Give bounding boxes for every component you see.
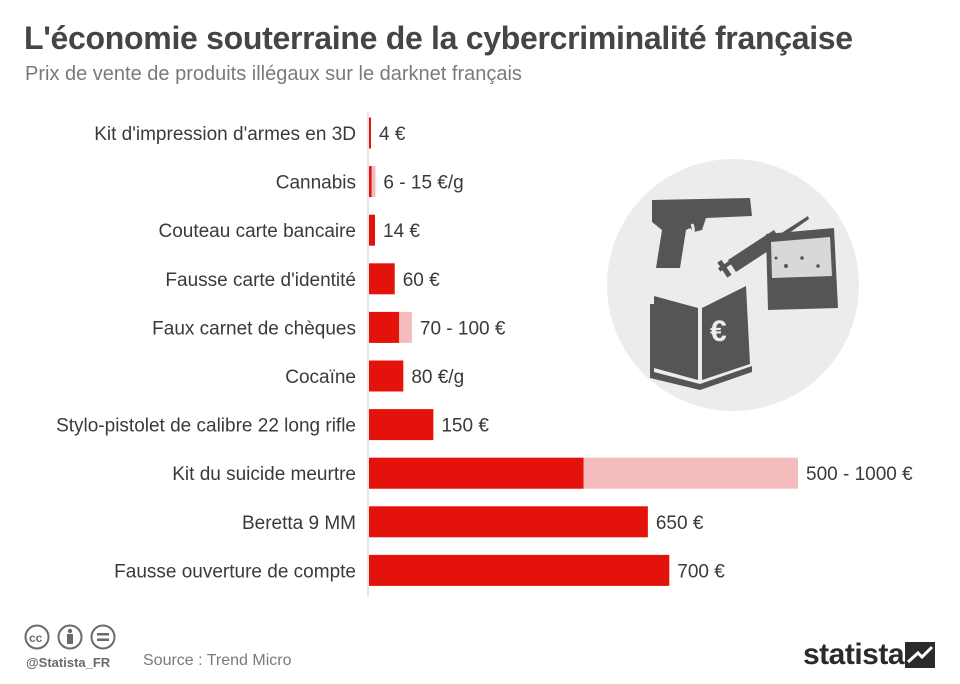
bar — [369, 117, 371, 149]
pistol-icon — [652, 198, 752, 268]
category-label: Beretta 9 MM — [242, 513, 356, 534]
chart-subtitle: Prix de vente de produits illégaux sur l… — [25, 63, 522, 85]
cc-icon: cc — [24, 624, 50, 650]
category-label: Cocaïne — [285, 367, 356, 388]
bar — [369, 166, 372, 198]
value-label: 60 € — [403, 270, 440, 291]
category-label: Fausse carte d'identité — [165, 270, 356, 291]
license-icons: cc — [24, 624, 116, 650]
bar — [369, 457, 584, 489]
value-label: 650 € — [656, 513, 704, 534]
value-label: 80 €/g — [411, 367, 464, 388]
bar — [369, 311, 400, 343]
value-label: 14 € — [383, 221, 420, 242]
euro-passbook-icon: € — [650, 286, 752, 390]
illustration: € — [607, 159, 859, 411]
category-label: Couteau carte bancaire — [158, 221, 356, 242]
value-label: 70 - 100 € — [420, 318, 506, 339]
category-label: Cannabis — [276, 173, 356, 194]
bar — [369, 360, 404, 392]
category-label: Kit d'impression d'armes en 3D — [94, 124, 356, 145]
bar — [369, 506, 648, 538]
brand-logo: statista — [803, 638, 905, 671]
attribution-icon — [57, 624, 83, 650]
value-label: 6 - 15 €/g — [383, 173, 463, 194]
category-label: Stylo-pistolet de calibre 22 long rifle — [56, 416, 356, 437]
powder-bag-icon — [766, 228, 838, 310]
svg-text:cc: cc — [29, 631, 43, 645]
source-note: Source : Trend Micro — [143, 652, 292, 669]
twitter-handle: @Statista_FR — [26, 655, 111, 670]
category-label: Kit du suicide meurtre — [172, 464, 356, 485]
value-label: 4 € — [379, 124, 406, 145]
category-label: Faux carnet de chèques — [152, 318, 356, 339]
bar — [369, 554, 670, 586]
brand-mark-icon — [905, 642, 935, 668]
value-label: 700 € — [677, 561, 725, 582]
chart-title: L'économie souterraine de la cybercrimin… — [24, 20, 853, 56]
value-label: 150 € — [441, 416, 489, 437]
no-derivatives-icon — [90, 624, 116, 650]
svg-text:€: € — [710, 315, 727, 348]
bar — [369, 409, 434, 441]
value-label: 500 - 1000 € — [806, 464, 913, 485]
category-label: Fausse ouverture de compte — [114, 561, 356, 582]
bar — [369, 263, 395, 295]
bar — [369, 214, 376, 246]
bar-range — [369, 166, 376, 198]
